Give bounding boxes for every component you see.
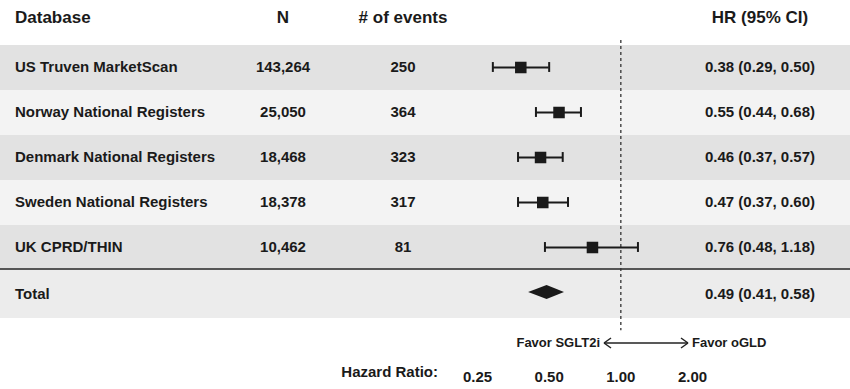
html-text:0.49 (0.41, 0.58): 0.49 (0.41, 0.58) [705,285,815,302]
html-text:323: 323 [390,148,416,165]
html-text:25,050: 25,050 [260,103,306,120]
html-text:18,468: 18,468 [260,148,306,165]
svg-text:1.00: 1.00 [606,368,635,385]
html-text:Sweden National Registers: Sweden National Registers [15,193,208,210]
html-text:0.38 (0.29, 0.50): 0.38 (0.29, 0.50) [705,58,815,75]
svg-text:0.25: 0.25 [463,368,492,385]
svg-text:2.00: 2.00 [678,368,707,385]
html-text:10,462: 10,462 [260,238,306,255]
html-text:81: 81 [394,238,412,255]
html-text:UK CPRD/THIN: UK CPRD/THIN [15,238,123,255]
html-text:N: N [276,8,290,27]
svg-text:0.50: 0.50 [535,368,564,385]
html-text:Norway National Registers: Norway National Registers [15,103,206,120]
html-text:# of events: # of events [358,8,448,27]
html-text:Hazard Ratio:: Hazard Ratio: [341,363,438,380]
html-text:Total: Total [15,285,50,302]
html-text:0.76 (0.48, 1.18): 0.76 (0.48, 1.18) [705,238,815,255]
html-text:Favor SGLT2i: Favor SGLT2i [516,335,600,350]
html-text:143,264: 143,264 [255,58,311,75]
html-text:0.55 (0.44, 0.68): 0.55 (0.44, 0.68) [705,103,815,120]
html-text:18,378: 18,378 [260,193,306,210]
html-text:Denmark National Registers: Denmark National Registers [15,148,216,165]
html-text:0.46 (0.37, 0.57): 0.46 (0.37, 0.57) [705,148,815,165]
html-text:317: 317 [390,193,416,210]
html-text:364: 364 [390,103,416,120]
html-text:Database: Database [15,8,91,27]
html-text:Favor oGLD: Favor oGLD [692,335,767,350]
html-text:HR (95% CI): HR (95% CI) [711,8,809,27]
html-text:250: 250 [390,58,416,75]
html-text:US Truven MarketScan: US Truven MarketScan [15,58,178,75]
html-text:0.47 (0.37, 0.60): 0.47 (0.37, 0.60) [705,193,815,210]
